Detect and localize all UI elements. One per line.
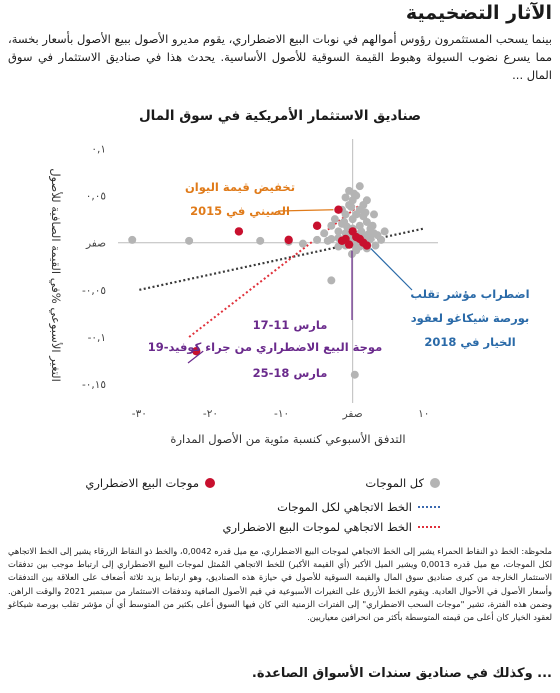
x-axis-label: التدفق الأسبوعي كنسبة مئوية من الأصول ال… bbox=[170, 432, 405, 447]
legend-label-trend-stress: الخط الاتجاهي لموجات البيع الاضطراري bbox=[222, 520, 412, 534]
intro-paragraph: بينما يسحب المستثمرون رؤوس أموالهم في نو… bbox=[8, 32, 552, 82]
scatter-chart: -٠,١٥ -٠,١ -٠,٠٥ صفر ٠,٠٥ ٠,١ -٣٠ -٢٠ -١٠ صفر ١٠ ت… bbox=[48, 139, 530, 447]
annotation-cboe-line2: بورصة شيكاغو لعقود bbox=[411, 311, 530, 326]
y-axis-label: التغير الأسبوعي %في القيمة الصافية للأصو… bbox=[48, 168, 63, 382]
annotation-covid: موجة البيع الاضطراري من جراء كوفيد-19 bbox=[148, 340, 382, 355]
point-all-waves bbox=[368, 221, 377, 230]
legend-item-stress: موجات البيع الاضطراري bbox=[85, 476, 215, 490]
chart-note: ملحوظة: الخط ذو النقاط الحمراء يشير إلى … bbox=[8, 546, 552, 623]
point-stress-wave bbox=[344, 240, 354, 249]
point-all-waves bbox=[313, 235, 322, 244]
legend-item-trend-all: الخط الاتجاهي لكل الموجات bbox=[277, 500, 440, 514]
point-all-waves bbox=[350, 370, 359, 379]
point-stress-wave bbox=[284, 235, 293, 245]
point-all-waves bbox=[342, 222, 351, 231]
annotation-yuan-line2: الصيني في 2015 bbox=[190, 204, 290, 218]
legend-label-all: كل الموجات bbox=[365, 476, 424, 490]
point-all-waves bbox=[364, 230, 373, 239]
annotation-march-11: مارس 11-17 bbox=[253, 318, 328, 332]
chart-legend: كل الموجات موجات البيع الاضطراري الخط ال… bbox=[0, 470, 560, 540]
annotation-yuan-line1: تخفيض قيمة اليوان bbox=[185, 180, 295, 195]
point-all-waves bbox=[330, 215, 339, 224]
point-all-waves bbox=[334, 227, 343, 236]
y-tick-label: -٠,١٥ bbox=[82, 379, 106, 391]
point-all-waves bbox=[361, 208, 370, 217]
annotation-yuan-pointer bbox=[277, 209, 334, 212]
y-tick-label: -٠,٠٥ bbox=[82, 285, 106, 297]
point-stress-wave bbox=[359, 238, 368, 247]
point-all-waves bbox=[347, 202, 356, 211]
point-stress-wave bbox=[192, 346, 201, 356]
point-all-waves bbox=[371, 241, 380, 250]
legend-item-trend-stress: الخط الاتجاهي لموجات البيع الاضطراري bbox=[222, 520, 440, 534]
point-all-waves bbox=[377, 235, 386, 244]
point-all-waves bbox=[355, 182, 364, 191]
y-tick-label: صفر bbox=[85, 238, 106, 250]
point-all-waves bbox=[128, 235, 137, 244]
footer-text: ... وكذلك في صناديق سندات الأسواق الصاعد… bbox=[251, 666, 552, 681]
point-all-waves bbox=[341, 193, 350, 202]
annotation-cboe-line1: اضطراب مؤشر تقلب bbox=[410, 287, 529, 302]
chart-title: صناديق الاستثمار الأمريكية في سوق المال bbox=[138, 108, 422, 124]
y-tick-label: ٠,١ bbox=[91, 143, 106, 155]
point-all-waves bbox=[380, 227, 389, 236]
point-all-waves bbox=[185, 236, 194, 245]
x-tick-label: -١٠ bbox=[274, 408, 289, 420]
x-tick-label: -٣٠ bbox=[132, 408, 147, 420]
annotation-cboe-pointer bbox=[370, 248, 413, 291]
legend-label-trend-all: الخط الاتجاهي لكل الموجات bbox=[277, 500, 412, 514]
point-stress-wave bbox=[334, 205, 343, 214]
annotation-march18-pointer bbox=[187, 350, 204, 364]
x-tick-label: ١٠ bbox=[418, 408, 429, 420]
annotation-march-18: مارس 18-25 bbox=[253, 366, 328, 380]
point-all-waves bbox=[370, 210, 378, 219]
point-stress-wave bbox=[312, 221, 322, 230]
legend-item-all: كل الموجات bbox=[365, 476, 440, 490]
legend-dot-all bbox=[430, 478, 440, 488]
legend-dot-stress bbox=[205, 478, 215, 488]
legend-line-stress bbox=[418, 526, 440, 528]
point-all-waves bbox=[362, 196, 371, 205]
annotation-cboe-line3: الخيار في 2018 bbox=[424, 335, 515, 349]
y-tick-label: -٠,١ bbox=[88, 332, 106, 344]
page-title: الآثار التضخيمية bbox=[405, 2, 552, 24]
point-all-waves bbox=[320, 229, 329, 238]
point-all-waves bbox=[327, 221, 336, 230]
x-tick-label: صفر bbox=[342, 408, 363, 420]
point-all-waves bbox=[362, 217, 371, 226]
point-all-waves bbox=[348, 215, 357, 224]
x-tick-label: -٢٠ bbox=[203, 408, 218, 420]
point-all-waves bbox=[256, 236, 265, 245]
point-all-waves bbox=[350, 189, 359, 198]
legend-line-all bbox=[418, 506, 440, 508]
y-tick-label: ٠,٠٥ bbox=[86, 191, 106, 203]
point-all-waves bbox=[327, 276, 336, 285]
point-all-waves bbox=[298, 239, 307, 248]
legend-label-stress: موجات البيع الاضطراري bbox=[85, 476, 199, 490]
point-stress-wave bbox=[234, 227, 244, 236]
point-all-waves bbox=[323, 236, 332, 245]
trend-line-all bbox=[139, 227, 425, 291]
